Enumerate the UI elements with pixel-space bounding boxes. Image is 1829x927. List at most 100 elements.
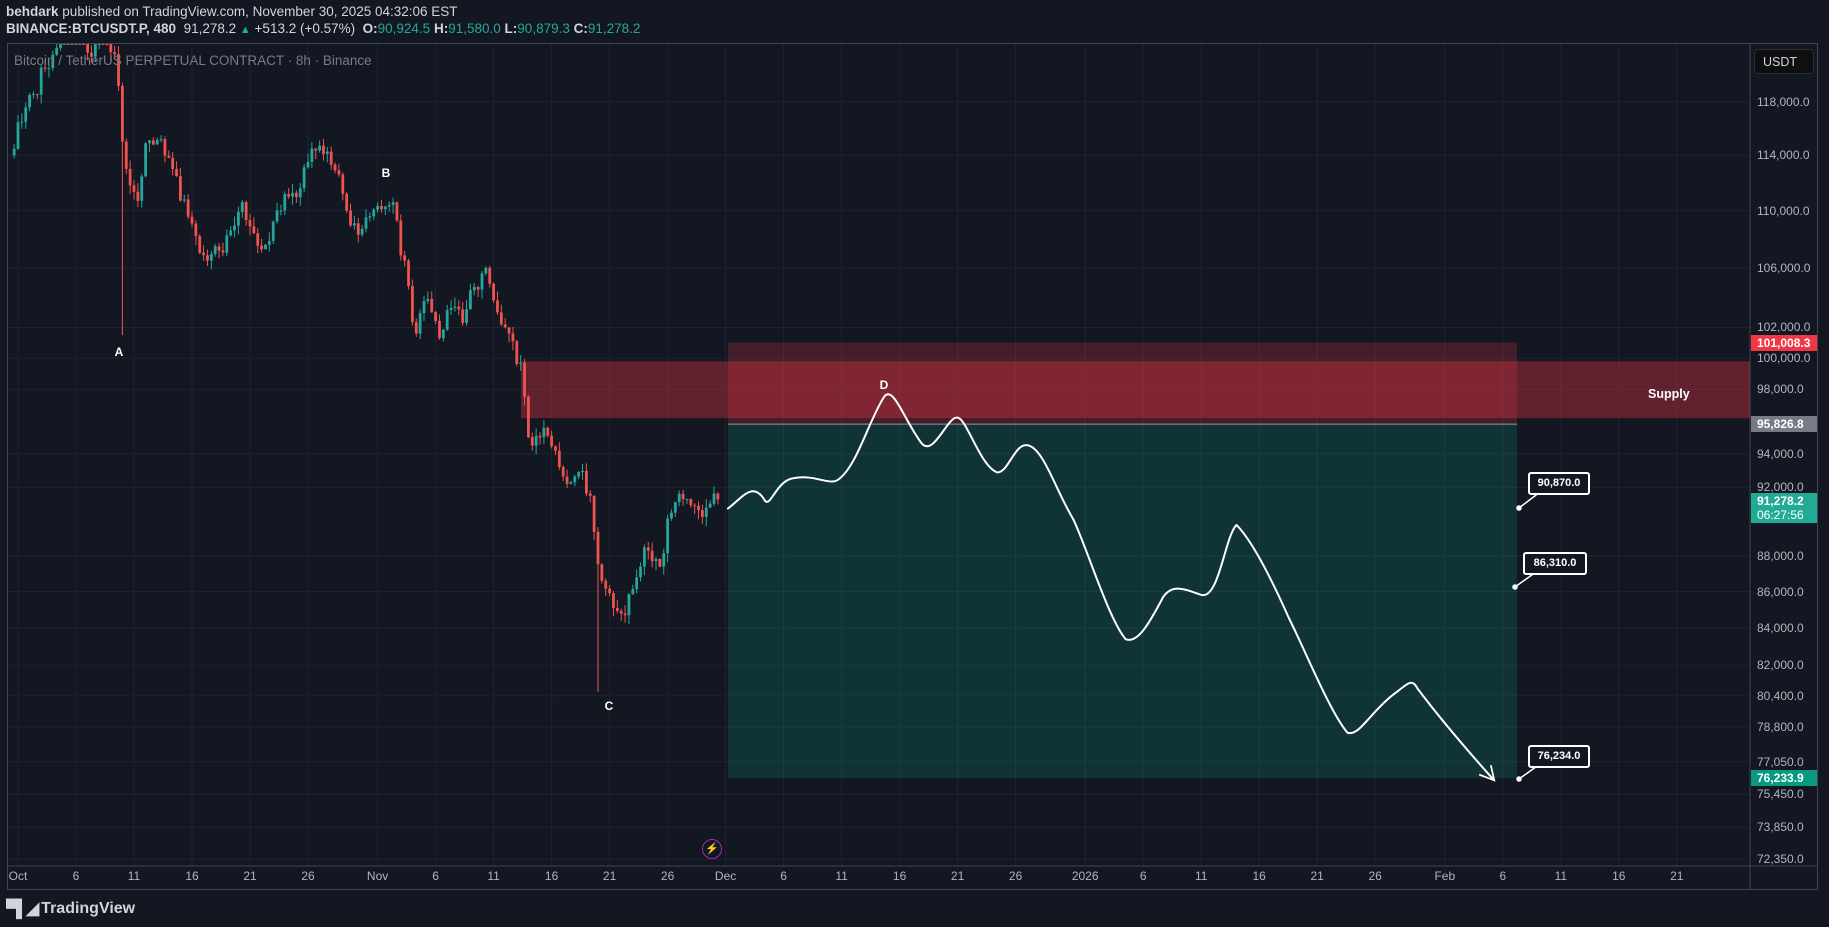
candle-body (287, 194, 291, 197)
candle-body (627, 594, 631, 616)
close-label: C: (573, 21, 588, 36)
price-axis-label: 72,350.0 (1757, 852, 1804, 867)
candle-body (248, 219, 252, 227)
candle-body (554, 446, 557, 451)
candle-body (279, 210, 283, 212)
callout-76234[interactable]: 76,234.0 (1528, 745, 1590, 768)
candle-body (708, 503, 712, 508)
drawing-forecast-path[interactable] (726, 393, 1496, 782)
candle-body (128, 168, 132, 186)
candle-body (179, 176, 182, 201)
candle-body (561, 466, 565, 477)
candle-body (55, 47, 59, 55)
candle-body (202, 252, 205, 256)
wave-label-a[interactable]: A (114, 345, 124, 359)
candle-body (171, 157, 175, 169)
candle-body (74, 44, 78, 45)
candle-body (596, 531, 600, 565)
brand-name: TradingView (41, 900, 136, 917)
wave-label-b[interactable]: B (381, 166, 391, 180)
bar-countdown: 06:27:56 (1757, 508, 1804, 523)
candle-body (550, 435, 553, 447)
price-axis-label: 77,050.0 (1757, 754, 1804, 769)
candle-body (353, 223, 356, 226)
candle-body (492, 283, 495, 301)
price-axis-label: 78,800.0 (1757, 719, 1804, 734)
price-axis-label: 106,000.0 (1757, 260, 1811, 275)
candle-body (78, 44, 82, 45)
candle-body (395, 202, 399, 221)
candle-body (260, 245, 263, 250)
candle-body (600, 564, 604, 581)
candle-body (136, 191, 140, 201)
candle-body (113, 52, 117, 55)
candle-body (673, 502, 677, 513)
candle-body (225, 235, 229, 253)
candle-body (345, 193, 349, 211)
candle-body (588, 493, 592, 496)
supply-zone-label[interactable]: Supply (1648, 387, 1690, 401)
open-value: 90,924.5 (377, 21, 431, 36)
candle-body (449, 307, 453, 311)
candle-body (144, 143, 147, 177)
candle-body (441, 329, 445, 339)
tradingview-logo[interactable]: ▀▌◢ TradingView (6, 899, 135, 919)
lightning-icon[interactable]: ⚡ (702, 839, 722, 859)
candle-body (383, 206, 387, 210)
time-axis-label: 6 (780, 869, 787, 883)
candle-body (275, 210, 279, 222)
symbol: BINANCE:BTCUSDT.P, 480 (6, 21, 177, 36)
wave-label-d[interactable]: D (879, 378, 889, 392)
candle-body (465, 309, 468, 323)
time-axis-label: 26 (1368, 869, 1382, 883)
candle-body (32, 94, 35, 96)
candle-body (515, 341, 519, 365)
candle-body (612, 593, 615, 608)
price-axis-label: 114,000.0 (1757, 148, 1810, 163)
candle-body (306, 161, 310, 168)
time-axis-label: 26 (660, 869, 675, 883)
candle-body (499, 312, 503, 325)
callout-86310[interactable]: 86,310.0 (1523, 552, 1587, 575)
candle-body (530, 437, 534, 446)
price-axis-label: 110,000.0 (1757, 203, 1810, 218)
candle-body (581, 470, 584, 473)
candle-body (403, 255, 407, 261)
candle-body (182, 199, 186, 201)
candle-body (434, 312, 437, 321)
candle-body (701, 510, 704, 517)
candle-body (47, 68, 51, 70)
candle-body (643, 547, 646, 567)
currency-button[interactable]: USDT (1754, 49, 1814, 74)
close-value: 91,278.2 (587, 21, 641, 36)
callout-90870[interactable]: 90,870.0 (1528, 472, 1590, 495)
candle-body (608, 588, 611, 594)
candle-body (148, 140, 151, 144)
candle-body (24, 107, 28, 122)
candle-body (159, 139, 163, 141)
time-axis-label: 16 (892, 869, 907, 883)
candle-body (233, 225, 236, 231)
candle-body (66, 44, 70, 45)
candle-body (217, 246, 221, 251)
candle-body (90, 52, 93, 57)
time-axis-label: 21 (602, 869, 617, 883)
candle-body (565, 476, 569, 484)
candle-body (368, 216, 372, 218)
up-arrow-icon: ▲ (239, 24, 251, 36)
candle-body (426, 298, 430, 301)
time-axis-label: Dec (714, 869, 737, 883)
candle-body (453, 306, 457, 308)
candle-body (407, 260, 410, 287)
candle-body (476, 287, 480, 290)
candle-body (167, 155, 171, 158)
author[interactable]: behdark (6, 4, 59, 19)
candle-body (697, 505, 700, 511)
wave-label-c[interactable]: C (604, 699, 614, 713)
candle-body (380, 205, 383, 210)
candle-body (364, 217, 368, 229)
candle-body (256, 233, 260, 246)
price-axis-label: 82,000.0 (1757, 658, 1804, 673)
high-label: H: (433, 21, 449, 36)
